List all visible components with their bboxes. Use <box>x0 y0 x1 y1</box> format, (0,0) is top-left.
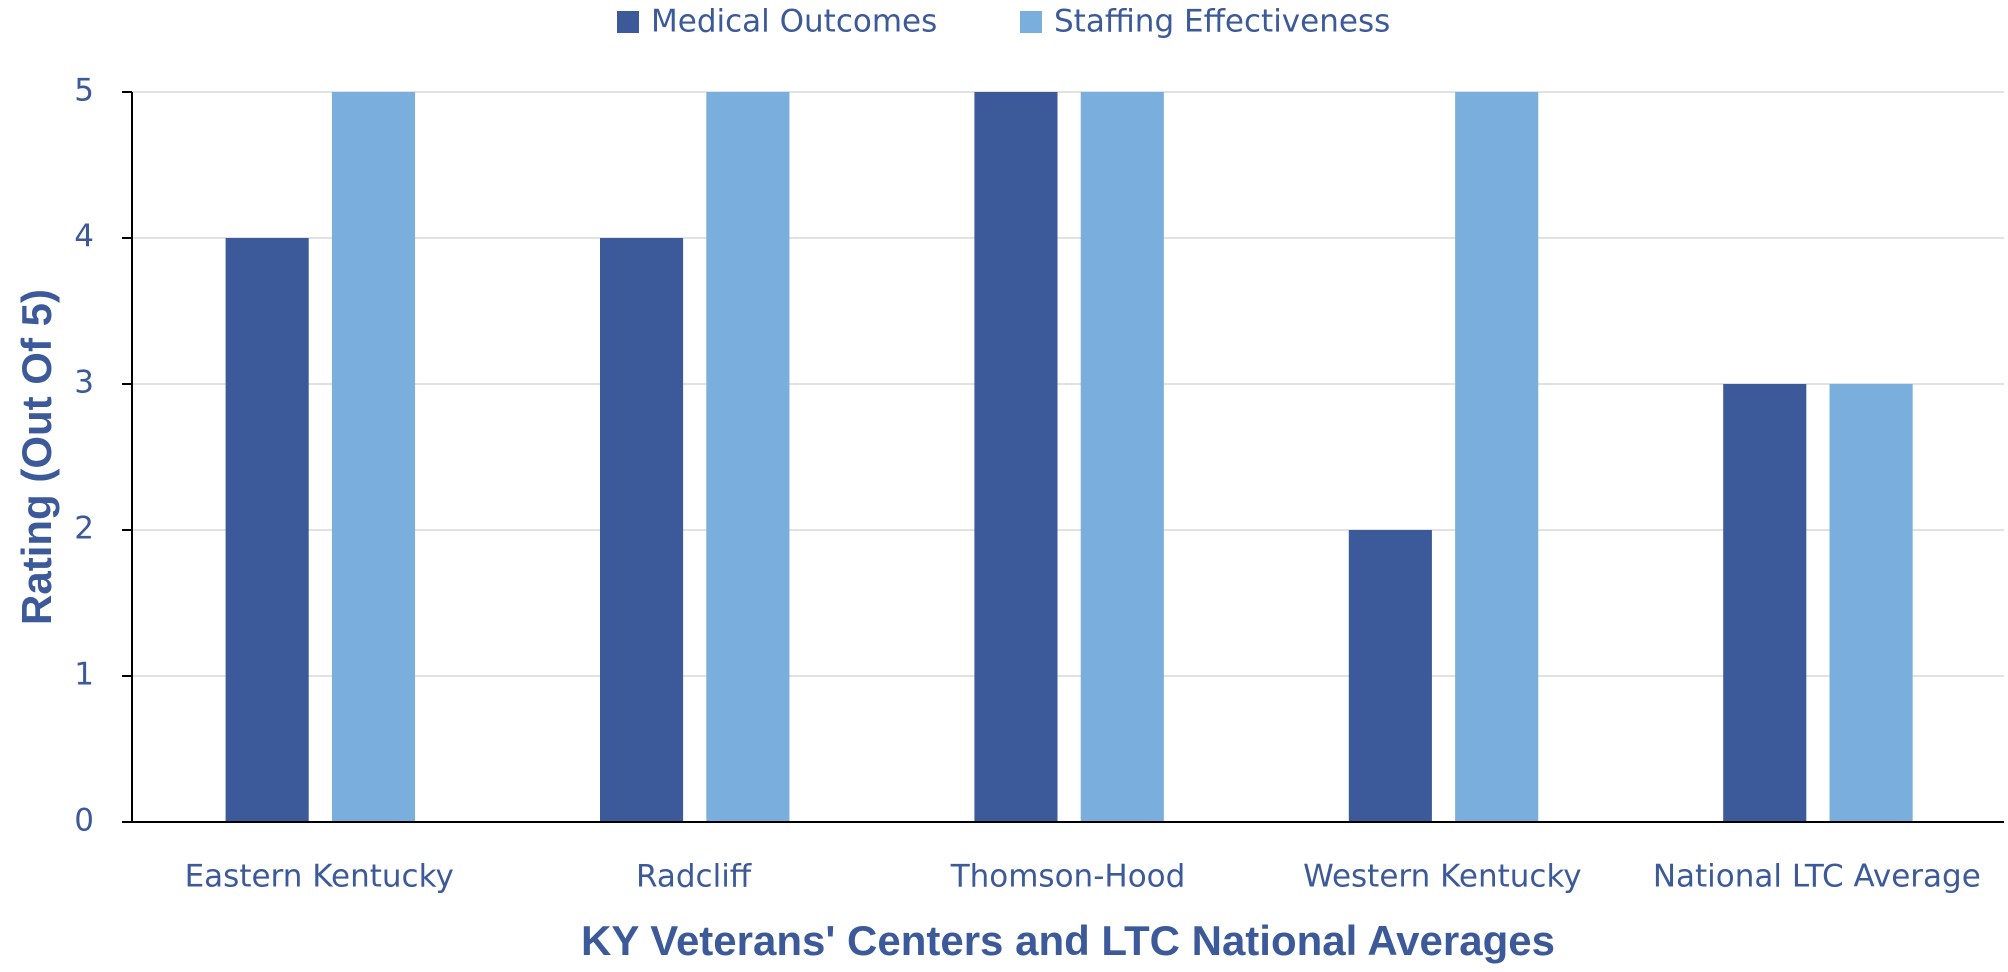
bar <box>1080 92 1164 822</box>
x-axis-title: KY Veterans' Centers and LTC National Av… <box>581 917 1555 964</box>
x-tick-label: Thomson-Hood <box>950 859 1186 895</box>
y-tick-label: 5 <box>74 73 94 109</box>
legend-label: Medical Outcomes <box>651 4 937 40</box>
bar <box>1348 530 1432 822</box>
legend-label: Staffing Effectiveness <box>1054 4 1390 40</box>
y-tick-label: 1 <box>74 657 94 693</box>
legend-swatch <box>617 11 639 33</box>
x-tick-label: Radcliff <box>636 859 752 895</box>
y-tick-label: 2 <box>74 511 94 547</box>
y-axis-title: Rating (Out Of 5) <box>13 289 60 625</box>
bar <box>225 238 309 822</box>
bar <box>1455 92 1539 822</box>
bar <box>1723 384 1807 822</box>
x-tick-label: Eastern Kentucky <box>185 859 454 895</box>
bar <box>706 92 790 822</box>
bar <box>600 238 684 822</box>
legend-swatch <box>1020 11 1042 33</box>
y-tick-label: 3 <box>74 365 94 401</box>
y-tick-label: 0 <box>74 803 94 839</box>
y-tick-label: 4 <box>74 219 94 255</box>
bar <box>331 92 416 822</box>
bar <box>974 92 1058 822</box>
bar <box>1829 384 1913 822</box>
x-tick-label: Western Kentucky <box>1303 859 1582 895</box>
x-tick-label: National LTC Average <box>1653 859 1981 895</box>
